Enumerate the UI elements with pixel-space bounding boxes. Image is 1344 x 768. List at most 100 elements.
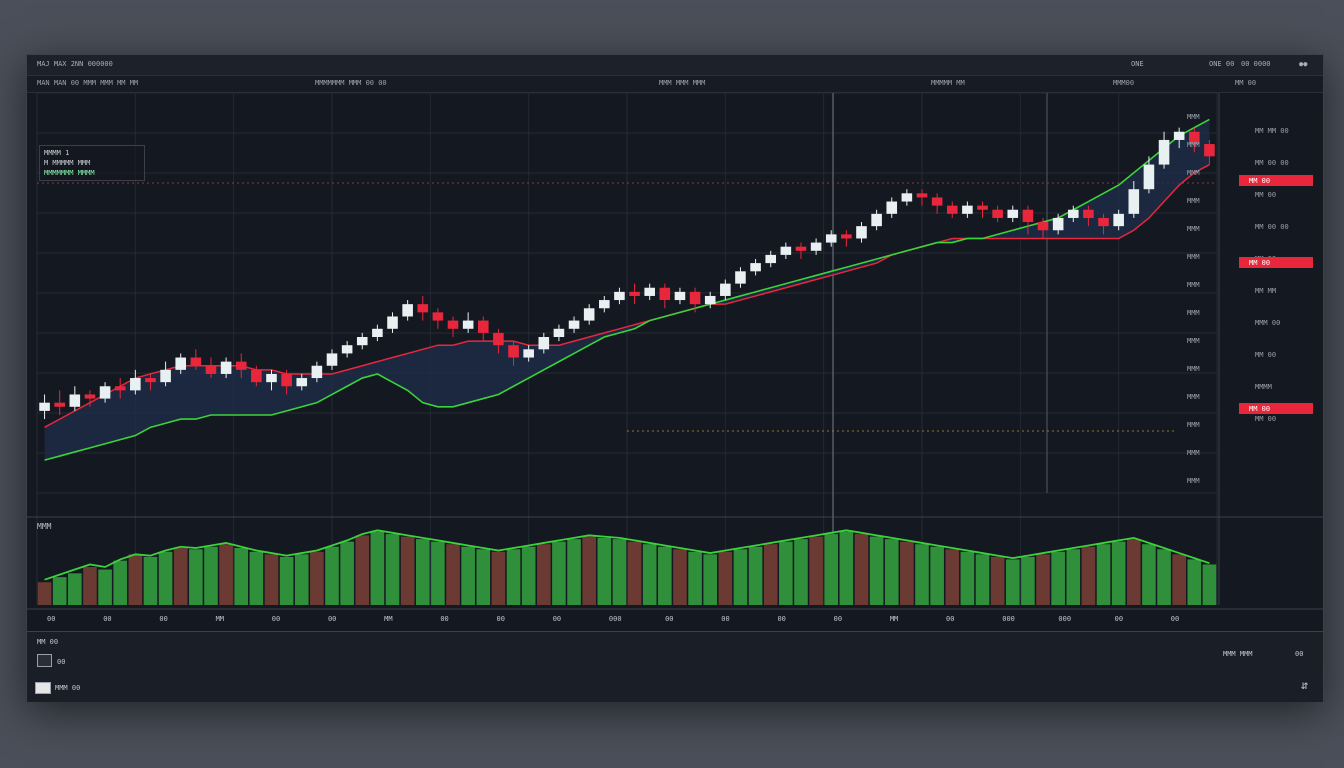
volume-bar (900, 541, 914, 605)
toolbar-symbol[interactable]: MAN MAN 00 MMM MMM MM MM (37, 79, 139, 87)
window-title: MAJ MAX 2NN 000000 (37, 60, 113, 68)
volume-bar (779, 541, 793, 605)
candle-body (205, 365, 217, 374)
candle-body (266, 373, 277, 383)
candle-body (931, 197, 943, 206)
volume-bar (1142, 544, 1156, 605)
top-menu-item-1[interactable]: ONE (1131, 60, 1144, 68)
x-tick-label: 000 (1058, 615, 1071, 623)
x-tick-label: 00 (440, 615, 448, 623)
volume-bar (884, 539, 899, 605)
volume-bar (960, 551, 975, 605)
x-tick-label: 00 (497, 615, 505, 623)
toolbar: MAN MAN 00 MMM MMM MM MM MMMMMMM MMM 00 … (27, 76, 1323, 93)
x-tick-label: 00 (1115, 615, 1123, 623)
chart-area[interactable]: MMM MMM MMM MMM MMM MMM MMM MMM MMM MMM MMM MMM MMM M… (27, 93, 1323, 645)
volume-bar (98, 569, 112, 605)
x-tick-label: 00 (721, 615, 729, 623)
candle-body (962, 205, 973, 214)
candle-body (825, 234, 837, 243)
candle-body (99, 386, 111, 399)
right-price-label: MM MM 00 (1255, 127, 1289, 135)
candle-body (402, 304, 413, 317)
panel-title: MM 00 (37, 638, 59, 646)
toolbar-value[interactable]: MM 00 (1235, 79, 1257, 87)
candle-body (1083, 209, 1094, 218)
volume-bar (612, 539, 627, 605)
price-tick-label: MMM (1187, 477, 1200, 485)
volume-bar (733, 549, 748, 605)
candle-body (599, 300, 610, 309)
toolbar-settings[interactable]: MMM00 (1113, 79, 1135, 87)
ma-band-fill (44, 119, 1210, 461)
volume-bar (688, 551, 702, 605)
volume-bar (915, 544, 929, 605)
candle-body (235, 361, 247, 370)
candle-body (871, 213, 882, 227)
volume-bar (52, 577, 67, 605)
volume-bar (143, 556, 158, 605)
chart-type-icon[interactable] (37, 654, 52, 667)
volume-bar (809, 536, 823, 605)
candle-body (130, 378, 141, 391)
candle-body (795, 246, 807, 251)
volume-bar (249, 551, 264, 605)
toolbar-compare[interactable]: MMMMM MM (931, 79, 965, 87)
candle-body (1007, 209, 1019, 218)
candle-body (841, 234, 852, 239)
volume-bar (461, 546, 475, 605)
volume-bar (869, 536, 884, 605)
right-price-label: MM 00 (1255, 351, 1276, 359)
price-tick-label: MMM (1187, 141, 1200, 149)
candle-body (1204, 144, 1215, 157)
candle-body (568, 320, 580, 329)
volume-bar (234, 548, 249, 605)
candle-body (220, 361, 232, 374)
x-tick-label: 00 (272, 615, 280, 623)
volume-bar (945, 549, 960, 605)
volume-line (44, 529, 1210, 581)
x-tick-label: MM (384, 615, 392, 623)
top-menu-item-3[interactable]: 00 0000 (1241, 60, 1271, 68)
volume-bar (204, 546, 218, 605)
candle-body (432, 312, 444, 321)
chart-window: MAJ MAX 2NN 000000 ONE ONE 00 00 0000 ●●… (26, 54, 1324, 702)
right-price-label: MMM 00 (1255, 319, 1280, 327)
top-menu-item-2[interactable]: ONE 00 (1209, 60, 1235, 68)
candle-body (1128, 189, 1140, 214)
price-tick-label: MMM (1187, 197, 1200, 205)
candle-body (735, 271, 746, 284)
x-tick-label: 000 (609, 615, 622, 623)
volume-bar (158, 551, 173, 605)
scroll-arrows-icon[interactable]: ⇵ (1301, 678, 1309, 692)
price-tag-highlight (1239, 403, 1313, 414)
toolbar-indicators[interactable]: MMM MMM MMM (659, 79, 706, 87)
price-tag-text: MM 00 (1249, 259, 1270, 267)
volume-bar (975, 554, 990, 605)
volume-bar (1157, 549, 1171, 605)
legend-line-3: MMMMMMM MMMM (44, 169, 95, 177)
candle-body (1067, 209, 1079, 218)
toolbar-interval[interactable]: MMMMMMM MMM 00 00 (315, 79, 387, 87)
volume-bar (446, 544, 460, 605)
price-chart-svg[interactable]: MMMMMMMMMMMMMMMMMMMMMMMMMMMMMMMMMMMMMMMM… (27, 93, 1323, 645)
volume-bar (400, 536, 415, 605)
volume-bar (506, 549, 521, 605)
window-control-icon[interactable]: ●● (1299, 60, 1308, 68)
candle-body (689, 291, 701, 305)
candle-body (901, 193, 913, 202)
price-tick-label: MMM (1187, 281, 1200, 289)
toggle-icon[interactable] (35, 682, 51, 694)
volume-bar (370, 531, 385, 605)
candle-body (553, 328, 565, 337)
candle-body (810, 242, 822, 251)
candle-body (387, 316, 398, 329)
volume-bar (431, 541, 445, 605)
x-tick-label: 00 (553, 615, 561, 623)
candle-body (296, 378, 308, 387)
volume-bar (582, 536, 596, 605)
candle-body (190, 357, 202, 366)
x-tick-label: 00 (328, 615, 336, 623)
candle-body (39, 402, 50, 411)
volume-bar (415, 539, 430, 605)
